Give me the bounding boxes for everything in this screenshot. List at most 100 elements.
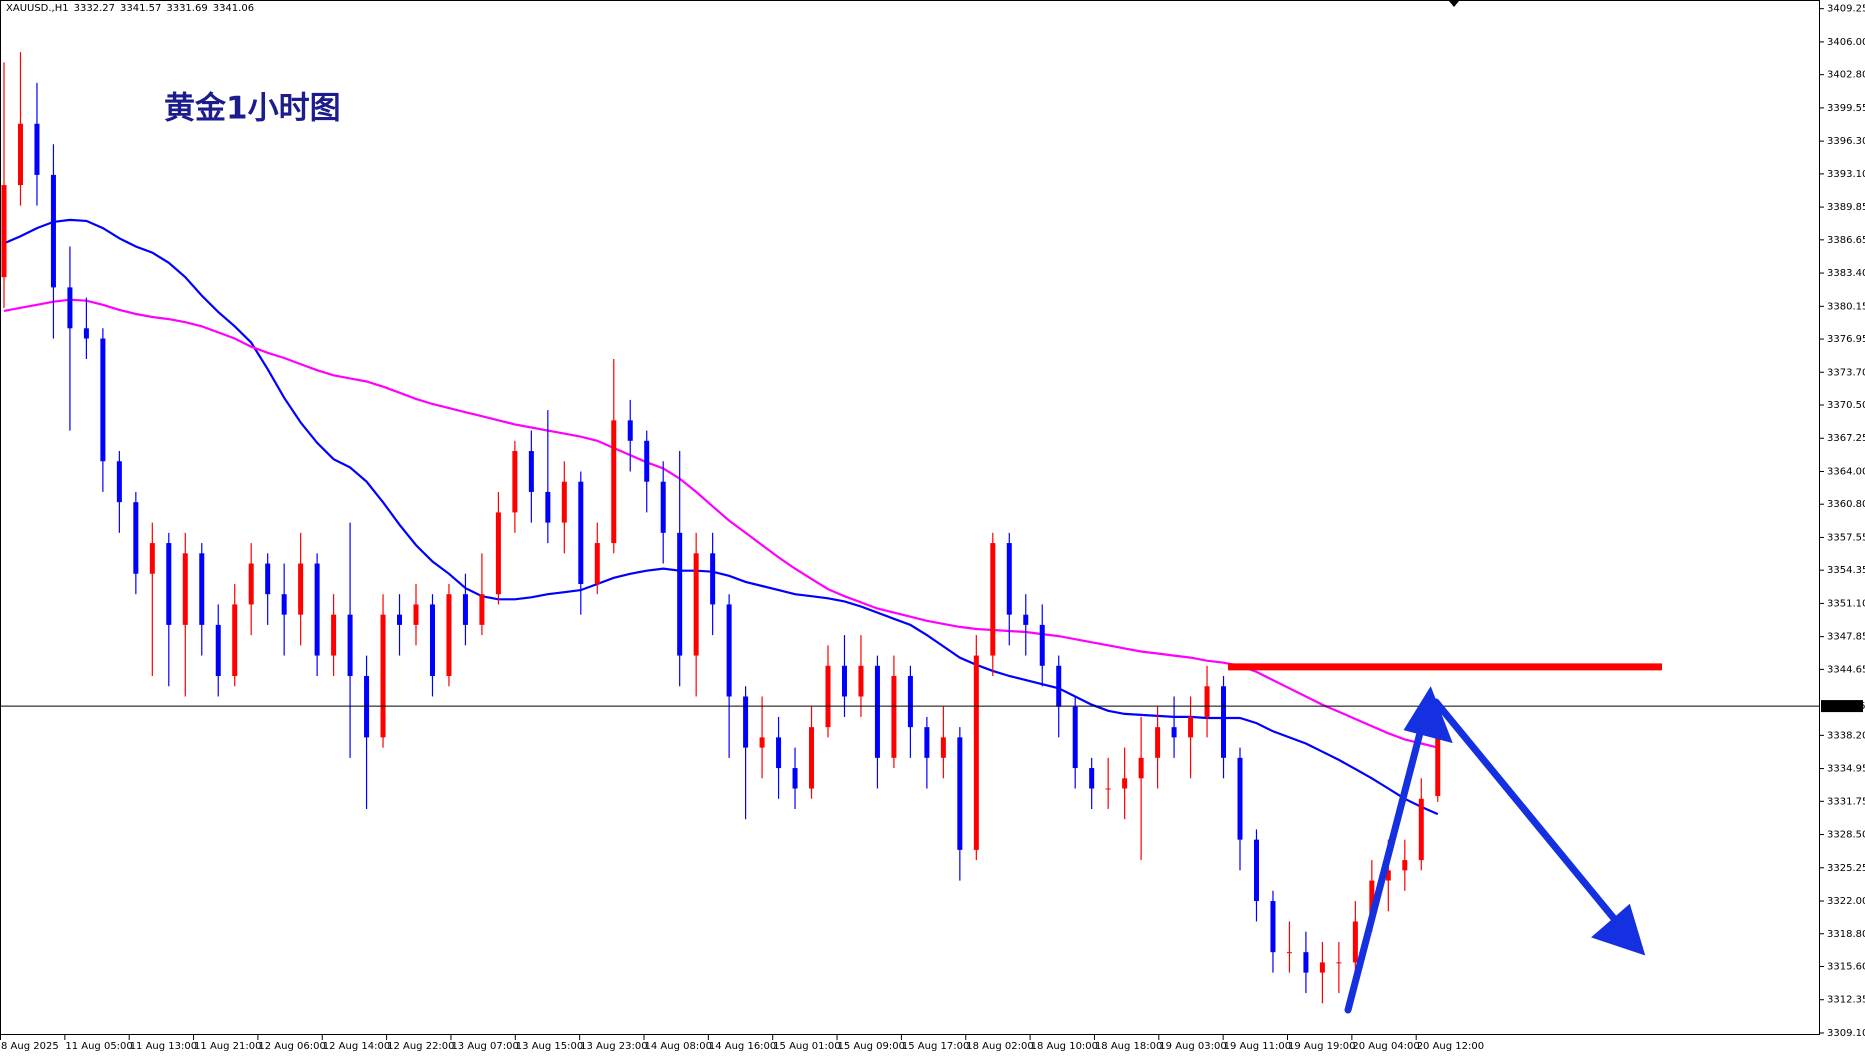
candle-body bbox=[726, 604, 732, 697]
x-tick-label: 13 Aug 07:00 bbox=[451, 1041, 518, 1052]
candle-body bbox=[429, 604, 435, 677]
candle-body bbox=[1155, 727, 1161, 758]
y-tick-label: 3367.25 bbox=[1827, 433, 1865, 444]
x-tick-label: 12 Aug 22:00 bbox=[387, 1041, 454, 1052]
candle-body bbox=[1435, 706, 1441, 796]
x-tick-label: 19 Aug 19:00 bbox=[1288, 1041, 1355, 1052]
price-label: 3341.06 bbox=[1824, 701, 1865, 712]
candle-body bbox=[990, 543, 996, 656]
candle-body bbox=[1204, 686, 1210, 717]
x-tick-label: 19 Aug 03:00 bbox=[1159, 1041, 1226, 1052]
y-tick-label: 3331.75 bbox=[1827, 796, 1865, 807]
low-value: 3331.69 bbox=[166, 3, 208, 14]
y-tick-label: 3315.60 bbox=[1827, 961, 1865, 972]
candle-body bbox=[331, 614, 337, 656]
candle-body bbox=[693, 553, 699, 656]
y-tick-label: 3399.55 bbox=[1827, 103, 1865, 114]
candle-body bbox=[594, 543, 600, 584]
y-tick-label: 3386.65 bbox=[1827, 235, 1865, 246]
y-tick-label: 3373.70 bbox=[1827, 367, 1865, 378]
y-tick-label: 3393.10 bbox=[1827, 169, 1865, 180]
x-tick-label: 14 Aug 08:00 bbox=[645, 1041, 712, 1052]
price-label-box bbox=[1821, 700, 1863, 713]
candle-body bbox=[1253, 839, 1259, 902]
y-tick-label: 3364.00 bbox=[1827, 466, 1865, 477]
y-tick-label: 3347.85 bbox=[1827, 632, 1865, 643]
candle-body bbox=[298, 563, 304, 615]
candle-body bbox=[907, 676, 913, 728]
candle-body bbox=[1352, 921, 1358, 963]
y-tick-label: 3344.65 bbox=[1827, 664, 1865, 675]
y-tick-label: 3312.35 bbox=[1827, 995, 1865, 1006]
candle-body bbox=[1, 185, 7, 278]
candle-body bbox=[644, 440, 650, 482]
candle-body bbox=[825, 665, 831, 728]
symbol: XAUUSD.,H1 bbox=[6, 3, 69, 14]
candle-body bbox=[776, 737, 782, 769]
x-tick-label: 20 Aug 04:00 bbox=[1352, 1041, 1419, 1052]
candle-body bbox=[660, 481, 666, 533]
candle-body bbox=[83, 328, 89, 339]
y-tick-label: 3409.25 bbox=[1827, 4, 1865, 15]
candle-body bbox=[1319, 962, 1325, 973]
candle-body bbox=[561, 481, 567, 523]
y-tick-label: 3360.80 bbox=[1827, 499, 1865, 510]
candle-body bbox=[973, 655, 979, 850]
candle-body bbox=[710, 553, 716, 605]
y-tick-label: 3354.35 bbox=[1827, 565, 1865, 576]
candle-body bbox=[248, 563, 254, 605]
x-tick-label: 19 Aug 11:00 bbox=[1224, 1041, 1291, 1052]
candle-body bbox=[1221, 686, 1227, 758]
x-tick-label: 14 Aug 16:00 bbox=[709, 1041, 776, 1052]
candle-body bbox=[462, 594, 468, 625]
candle-body bbox=[1039, 624, 1045, 666]
candle-body bbox=[265, 563, 271, 595]
x-tick-label: 13 Aug 15:00 bbox=[516, 1041, 583, 1052]
y-tick-label: 3383.40 bbox=[1827, 268, 1865, 279]
x-tick-label: 13 Aug 23:00 bbox=[580, 1041, 647, 1052]
candle-body bbox=[512, 451, 518, 513]
candle-body bbox=[1286, 952, 1292, 954]
candle-body bbox=[100, 338, 106, 462]
candle-body bbox=[1056, 665, 1062, 707]
candle-body bbox=[347, 614, 353, 677]
high-value: 3341.57 bbox=[119, 3, 162, 14]
x-tick-label: 11 Aug 05:00 bbox=[65, 1041, 132, 1052]
candle-body bbox=[1006, 543, 1012, 615]
candle-body bbox=[1089, 768, 1095, 789]
candle-body bbox=[1369, 880, 1375, 922]
candle-body bbox=[34, 123, 40, 175]
candle-body bbox=[133, 502, 139, 574]
candle-body bbox=[957, 737, 963, 850]
candle-body bbox=[1237, 757, 1243, 840]
y-tick-label: 3334.95 bbox=[1827, 764, 1865, 775]
candle-body bbox=[677, 532, 683, 656]
candle-body bbox=[1385, 870, 1391, 881]
candle-body bbox=[281, 594, 287, 615]
arrows bbox=[1344, 686, 1646, 1014]
x-tick-label: 11 Aug 13:00 bbox=[130, 1041, 197, 1052]
candle-body bbox=[116, 461, 122, 503]
shift-marker bbox=[1449, 1, 1459, 7]
candle-body bbox=[874, 665, 880, 758]
y-tick-label: 3402.80 bbox=[1827, 70, 1865, 81]
y-tick-label: 3351.10 bbox=[1827, 598, 1865, 609]
candle-body bbox=[314, 563, 320, 656]
x-tick-label: 15 Aug 09:00 bbox=[838, 1041, 905, 1052]
y-tick-label: 3406.00 bbox=[1827, 37, 1865, 48]
candle-body bbox=[792, 768, 798, 789]
candle-body bbox=[397, 614, 403, 625]
candle-body bbox=[1188, 716, 1194, 738]
candle-body bbox=[364, 676, 370, 738]
open-value: 3332.27 bbox=[73, 3, 115, 14]
candle-body bbox=[166, 543, 172, 625]
candle-body bbox=[809, 727, 815, 789]
candle-body bbox=[578, 481, 584, 584]
up-arrowhead bbox=[1403, 686, 1453, 744]
candle-body bbox=[759, 737, 765, 748]
candle-body bbox=[743, 696, 749, 748]
chart-annotation: 黄金1小时图 bbox=[164, 91, 341, 127]
candle-body bbox=[1023, 614, 1029, 625]
candle-body bbox=[17, 123, 23, 186]
